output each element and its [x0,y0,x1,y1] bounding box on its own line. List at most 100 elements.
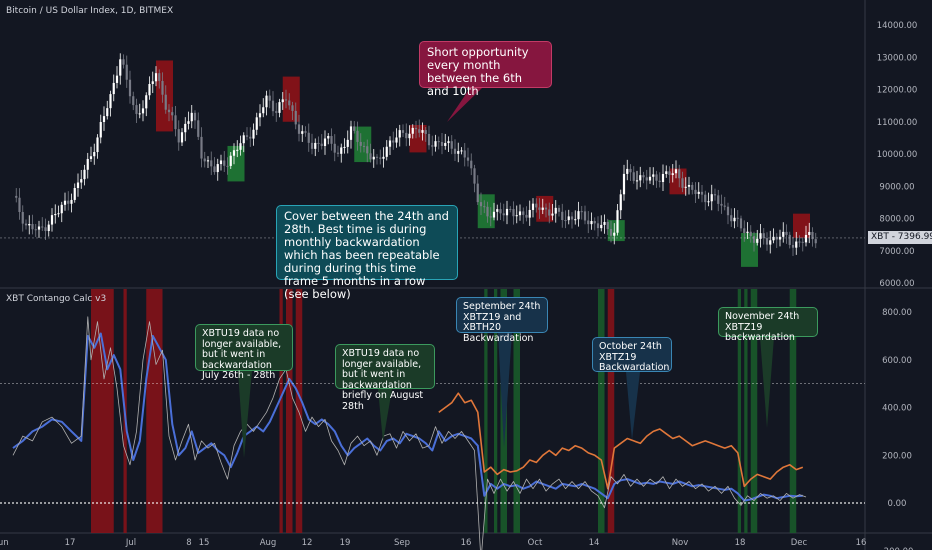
highlight-red-1 [282,76,300,122]
candle-body-170 [564,220,567,222]
indicator-axis-label-4: 0.00 [888,499,907,509]
candle-body-148 [492,211,496,218]
candle-body-130 [434,141,437,147]
candle-body-21 [80,179,83,183]
candle-body-93 [314,142,317,149]
candle-body-101 [340,147,343,154]
connector-september [498,333,512,448]
annotation-september: September 24th XBTZ19 and XBTH20 Backwar… [456,297,548,343]
candle-body-91 [307,132,310,143]
candle-body-189 [626,168,629,174]
annotation-august: XBTU19 data no longer available, but it … [335,344,435,411]
candle-body-145 [483,206,486,208]
contango-lines [12,316,807,550]
candle-body-243 [801,241,804,243]
candle-body-185 [613,232,616,236]
indicator-axis-label-1: 600.00 [882,356,912,366]
candle-body-161 [535,203,538,208]
indicator-title: XBT Contango Calc v3 [6,294,107,304]
candle-body-168 [557,207,561,212]
candle-body-125 [418,129,421,133]
candle-body-126 [421,130,424,133]
time-axis-label-7: 19 [340,538,351,548]
time-axis-label-3: 8 [186,538,191,548]
candle-body-51 [177,129,180,143]
candle-body-206 [681,178,684,188]
candle-body-174 [577,211,580,220]
candle-body-65 [223,160,226,166]
candle-body-67 [229,155,232,166]
candle-body-176 [583,211,587,221]
candle-body-217 [717,195,720,204]
candle-body-143 [476,183,479,203]
candle-body-244 [804,234,808,243]
candle-body-96 [323,138,327,147]
candle-body-234 [772,236,775,241]
time-axis-label-5: Aug [260,538,277,548]
candle-body-137 [457,151,460,154]
candle-body-16 [63,200,67,205]
candle-body-69 [236,149,239,151]
candle-body-82 [278,102,281,113]
candle-body-160 [531,203,535,210]
price-axis-label-7: 7000.00 [879,247,914,257]
candle-body-19 [73,188,76,200]
candle-body-26 [96,137,99,153]
candle-body-119 [398,130,401,138]
candle-body-15 [60,204,63,214]
last-price-tag: XBT - 7396.99 [868,231,932,244]
candle-body-81 [275,111,278,113]
candle-body-76 [258,113,262,118]
time-axis-label-8: Sep [394,538,410,548]
candle-body-123 [411,127,414,134]
candle-body-3 [21,212,24,224]
candle-body-230 [759,233,762,239]
indicator-axis-label-0: 800.00 [882,308,912,318]
time-axis-label-9: 16 [461,538,472,548]
price-axis-label-0: 14000.00 [877,21,918,31]
band-green-6 [744,289,748,533]
candle-body-222 [733,217,736,222]
candle-body-5 [28,224,31,226]
candle-body-40 [141,108,145,114]
candle-body-98 [330,136,333,144]
candle-body-165 [548,209,551,216]
connector-october [626,372,640,440]
candle-body-208 [687,184,691,187]
candle-body-151 [502,213,505,216]
candle-body-157 [522,211,525,215]
candle-body-35 [125,64,128,80]
annotation-short-opportunity: Short opportunity every month between th… [419,41,552,98]
candle-body-158 [525,214,528,218]
candle-body-83 [281,99,284,103]
candle-body-108 [362,145,366,147]
candle-body-114 [382,156,385,159]
candle-body-213 [704,194,707,203]
candle-body-79 [268,95,271,101]
candle-body-162 [538,207,541,210]
candle-body-118 [395,137,398,143]
candle-body-153 [509,208,512,210]
candle-body-58 [200,136,203,159]
band-red-3 [279,289,283,533]
highlight-boxes [156,60,810,267]
highlight-green-2 [477,194,495,229]
band-green-4 [598,289,605,533]
indicator-axis-label-2: 400.00 [882,404,912,414]
annotation-cover: Cover between the 24th and 28th. Best ti… [276,205,458,301]
candle-body-140 [466,157,470,161]
candle-body-8 [37,226,41,230]
candle-body-226 [746,231,749,233]
annotation-november: November 24th XBTZ19 backwardation [718,307,818,343]
candle-body-28 [102,116,106,123]
candle-body-191 [632,172,635,181]
candle-body-154 [512,209,515,217]
candle-body-80 [271,100,275,112]
band-green-3 [513,289,520,533]
connector-august [378,389,392,442]
indicator-axis-label-5: -200.00 [881,547,914,550]
indicator-axis-label-3: 200.00 [882,451,912,461]
time-axis-label-6: 12 [302,538,313,548]
